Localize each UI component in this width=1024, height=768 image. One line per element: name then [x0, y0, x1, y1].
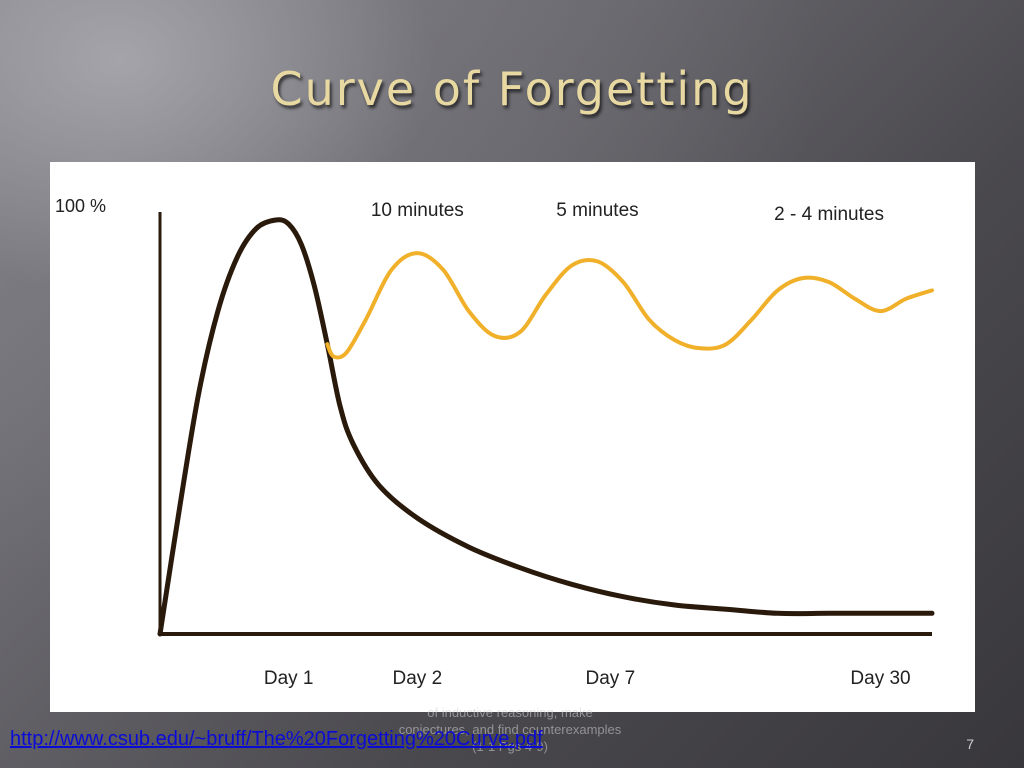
slide-title: Curve of Forgetting: [270, 62, 754, 116]
page-number: 7: [966, 736, 974, 752]
review-curve: [325, 251, 934, 360]
retention-curve: [157, 217, 935, 637]
background-note-line: (1-1 Pgs 4-9): [472, 739, 548, 754]
x-tick-label: Day 1: [264, 668, 314, 689]
chart-panel: 100 % Day 1 Day 2 Day 7 Day 30 10 minutes 5 …: [50, 162, 975, 712]
x-tick-label: Day 2: [393, 668, 443, 689]
interval-annotations: 10 minutes 5 minutes 2 - 4 minutes: [371, 200, 884, 225]
background-note-line: conjectures, and find counterexamples: [398, 722, 622, 737]
interval-annotation: 10 minutes: [371, 200, 464, 221]
x-tick-label: Day 30: [850, 668, 910, 689]
x-tick-labels: Day 1 Day 2 Day 7 Day 30: [264, 668, 911, 689]
background-note-line: of inductive reasoning, make: [427, 705, 593, 720]
x-tick-label: Day 7: [586, 668, 636, 689]
forgetting-curve-chart: 100 % Day 1 Day 2 Day 7 Day 30 10 minutes 5 …: [55, 196, 935, 689]
y-tick-label: 100 %: [55, 196, 106, 216]
source-link[interactable]: http://www.csub.edu/~bruff/The%20Forgett…: [10, 728, 543, 750]
interval-annotation: 5 minutes: [556, 200, 638, 221]
interval-annotation: 2 - 4 minutes: [774, 204, 884, 225]
background-note: of inductive reasoning, make conjectures…: [360, 704, 660, 755]
axes: [158, 212, 932, 636]
